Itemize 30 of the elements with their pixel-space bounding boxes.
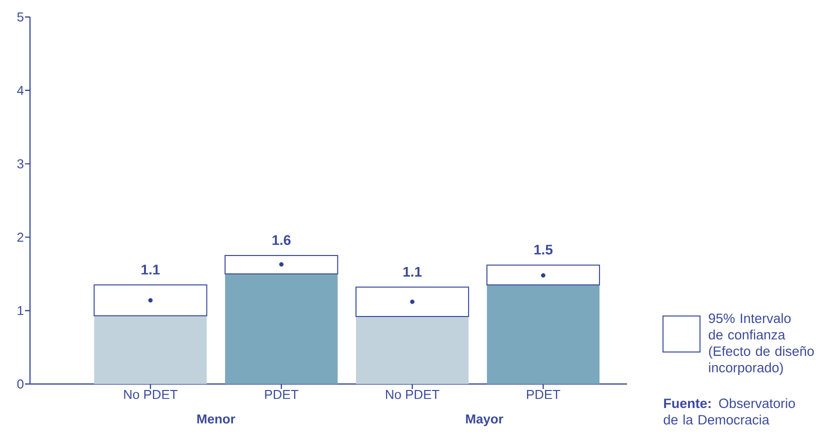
data-label: 1.6 [272, 235, 291, 246]
bar [486, 264, 600, 286]
y-tick-label: 3 [17, 159, 24, 168]
text: Fuente: Observatorio de la Democracia [664, 398, 795, 425]
text: 95% Intervalo de confianza (Efecto de diseño incorporado) [708, 313, 814, 376]
y-tick-label: 2 [17, 232, 24, 242]
y-tick-label: 1 [18, 306, 24, 316]
data-label: 1.1 [142, 264, 160, 274]
y-tick-label: 5 [17, 12, 24, 22]
point [279, 262, 284, 267]
point [410, 300, 414, 304]
text: Menor [197, 414, 236, 424]
bar [94, 284, 208, 316]
bar [486, 284, 600, 384]
x-tick-label: No PDET [386, 390, 440, 400]
bar [225, 274, 338, 384]
data-label: 1.1 [403, 267, 422, 277]
bar [94, 316, 207, 384]
y-tick-label: 4 [17, 86, 24, 95]
x-tick-label: PDET [527, 390, 560, 399]
bar [224, 255, 338, 274]
x-tick-label: PDET [265, 390, 298, 399]
text: Mayor [466, 414, 504, 426]
point [541, 273, 546, 278]
data-label: 1.5 [534, 244, 553, 255]
point [148, 298, 153, 303]
x-tick-label: No PDET [124, 390, 178, 400]
y-tick-label: 0 [17, 379, 24, 389]
bar [356, 316, 469, 384]
bar [355, 286, 470, 317]
